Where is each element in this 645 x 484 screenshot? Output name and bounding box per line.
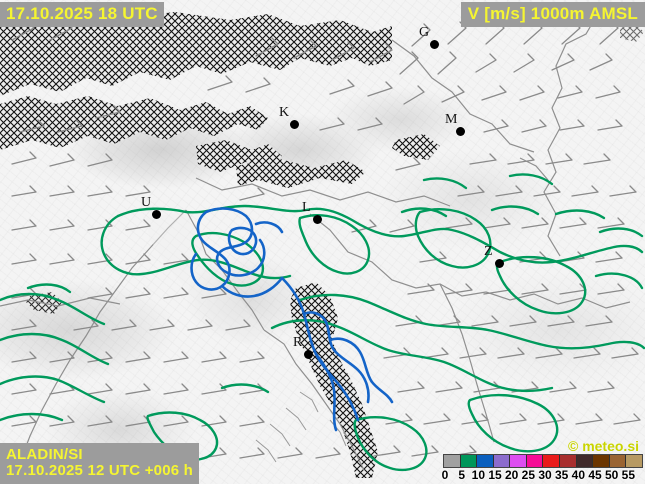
color-scale-legend[interactable]: 0 5 10 15 20 25 30 35 40 45 50 55 (441, 454, 643, 483)
city-dot (313, 215, 322, 224)
city-label: G (419, 25, 430, 40)
meteo-si-watermark: © meteo.si (567, 438, 639, 454)
legend-swatch-10 (477, 455, 494, 467)
legend-tick-20: 20 (504, 468, 519, 482)
legend-tick-35: 35 (554, 468, 569, 482)
legend-tick-30: 30 (538, 468, 552, 482)
model-run-label: ALADIN/SI 17.10.2025 12 UTC +006 h (0, 442, 200, 484)
city-dot (456, 127, 465, 136)
legend-swatch-5 (460, 455, 478, 467)
legend-swatch-45 (593, 455, 610, 467)
legend-tick-15: 15 (488, 468, 502, 482)
legend-tick-50: 50 (604, 468, 619, 482)
city-dot (304, 350, 313, 359)
legend-tick-45: 45 (588, 468, 602, 482)
legend-tick-40: 40 (571, 468, 586, 482)
field-title-label: V [m/s] 1000m AMSL (460, 2, 645, 27)
city-dot (152, 210, 161, 219)
city-label: U (141, 195, 152, 210)
legend-tick-0: 0 (441, 468, 449, 482)
valid-time-label: 17.10.2025 18 UTC (0, 2, 164, 27)
legend-swatch-55 (626, 455, 642, 467)
legend-tick-5: 5 (458, 468, 465, 482)
city-dot (290, 120, 299, 129)
legend-swatch-20 (510, 455, 527, 467)
legend-tick-10: 10 (471, 468, 486, 482)
city-dot (430, 40, 439, 49)
run-time: 17.10.2025 12 UTC +006 h (6, 462, 194, 480)
legend-tick-25: 25 (521, 468, 536, 482)
legend-swatch-40 (576, 455, 594, 467)
city-label: Z (484, 244, 493, 259)
legend-tick-55: 55 (621, 468, 636, 482)
legend-swatch-0 (444, 455, 461, 467)
city-label: K (279, 105, 290, 120)
legend-swatch-25 (526, 455, 544, 467)
model-name: ALADIN/SI (6, 445, 83, 463)
legend-swatch-35 (560, 455, 577, 467)
city-label: R (293, 335, 303, 350)
city-dot (495, 259, 504, 268)
city-label: L (302, 200, 311, 215)
legend-swatch-15 (493, 455, 511, 467)
legend-tick-labels: 0 5 10 15 20 25 30 35 40 45 50 55 (441, 468, 643, 483)
legend-swatch-50 (609, 455, 627, 467)
legend-swatch-30 (543, 455, 561, 467)
legend-swatches (443, 454, 643, 468)
city-label: M (445, 112, 458, 127)
